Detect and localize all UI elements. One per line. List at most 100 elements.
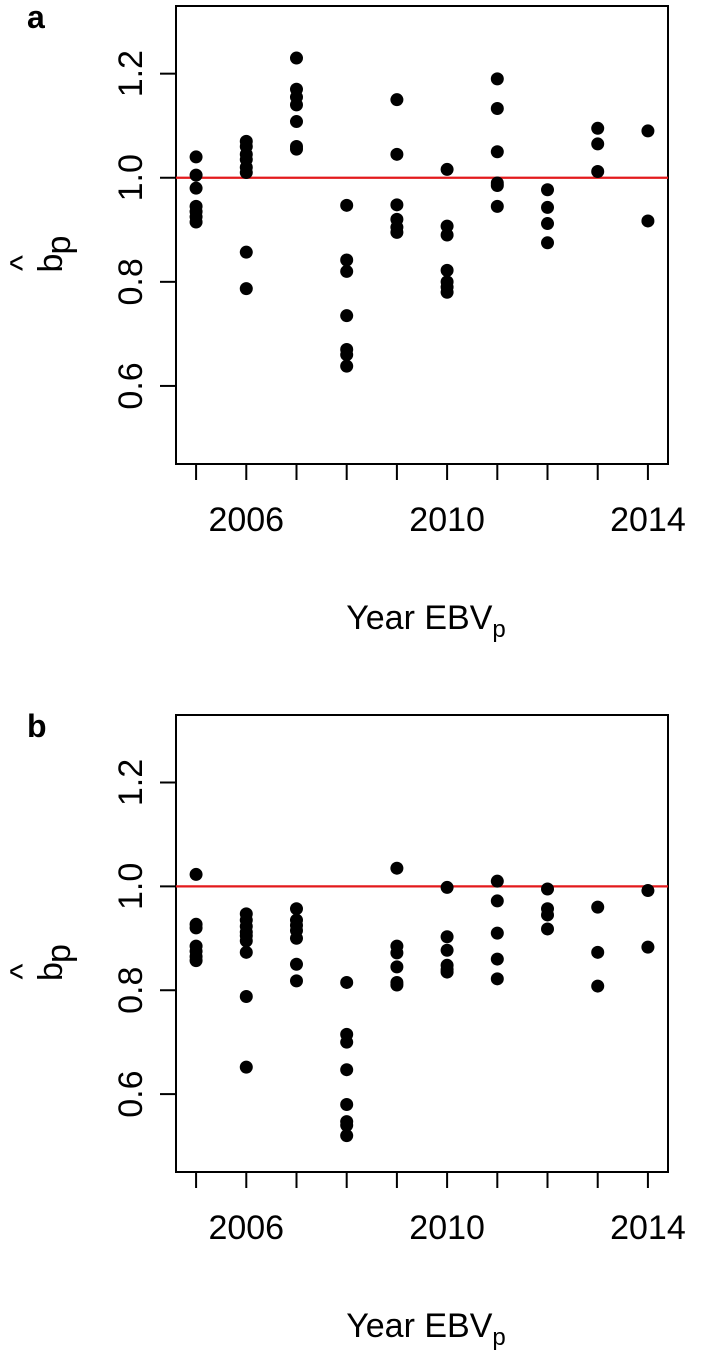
y-tick-label: 0.6 (112, 1070, 150, 1117)
data-point (641, 214, 655, 228)
y-tick-label: 1.0 (112, 863, 150, 910)
data-point (340, 1118, 354, 1132)
y-axis-label: b^p (4, 944, 78, 981)
x-tick-label: 2014 (610, 1209, 686, 1247)
data-point (189, 181, 203, 195)
data-point (440, 880, 454, 894)
data-point (340, 253, 354, 267)
data-point (440, 263, 454, 277)
data-point (390, 198, 404, 212)
data-point (340, 1129, 354, 1143)
data-point (289, 931, 303, 945)
data-point (591, 945, 605, 959)
plot-frame (175, 5, 669, 465)
data-point (440, 162, 454, 176)
x-axis-label-subscript: p (492, 616, 505, 643)
data-point (440, 228, 454, 242)
data-point (340, 264, 354, 278)
data-point (189, 921, 203, 935)
data-point (390, 861, 404, 875)
plot-frame (175, 714, 669, 1173)
data-point (490, 199, 504, 213)
x-tick-label: 2010 (409, 1209, 485, 1247)
data-point (239, 166, 253, 180)
data-point (490, 926, 504, 940)
y-tick-label: 0.8 (112, 258, 150, 305)
data-point (239, 945, 253, 959)
data-point (641, 940, 655, 954)
data-point (541, 922, 555, 936)
data-point (189, 954, 203, 968)
data-point (591, 137, 605, 151)
data-point (239, 989, 253, 1003)
y-tick-label: 0.8 (112, 967, 150, 1014)
data-point (239, 1060, 253, 1074)
data-point (340, 1097, 354, 1111)
data-point (591, 165, 605, 179)
data-point (239, 245, 253, 259)
data-point (541, 217, 555, 231)
data-point (189, 150, 203, 164)
data-point (289, 115, 303, 129)
y-axis-label-text: b (32, 962, 70, 981)
data-point (440, 965, 454, 979)
y-tick-label: 0.6 (112, 362, 150, 409)
panel-letter-a: a (27, 0, 45, 35)
data-point (490, 72, 504, 86)
data-point (490, 972, 504, 986)
y-tick-label: 1.2 (112, 759, 150, 806)
data-point (289, 974, 303, 988)
y-axis-label-text: b (32, 254, 70, 273)
data-point (440, 930, 454, 944)
data-point (289, 98, 303, 112)
data-point (289, 902, 303, 916)
data-point (390, 978, 404, 992)
x-tick-label: 2010 (409, 501, 485, 539)
data-point (289, 142, 303, 156)
data-point (440, 943, 454, 957)
y-tick-label: 1.0 (112, 154, 150, 201)
data-point (541, 908, 555, 922)
x-axis-label-subscript: p (492, 1324, 505, 1351)
data-point (390, 225, 404, 239)
data-point (641, 884, 655, 898)
y-axis-label-subscript: p (40, 944, 78, 963)
data-point (340, 359, 354, 373)
data-point (189, 215, 203, 229)
data-point (541, 200, 555, 214)
data-point (189, 168, 203, 182)
data-point (340, 309, 354, 323)
data-point (641, 124, 655, 138)
data-point (390, 147, 404, 161)
data-point (340, 1035, 354, 1049)
data-point (490, 102, 504, 116)
data-point (591, 900, 605, 914)
data-point (390, 960, 404, 974)
data-point (340, 975, 354, 989)
data-point (340, 198, 354, 212)
data-point (490, 874, 504, 888)
data-point (289, 51, 303, 65)
x-axis-label: Year EBVp (346, 1307, 506, 1351)
data-point (490, 179, 504, 193)
x-tick-label: 2014 (610, 501, 686, 539)
data-point (591, 979, 605, 993)
data-point (541, 183, 555, 197)
data-point (390, 93, 404, 107)
data-point (390, 946, 404, 960)
y-axis-label-hat: ^ (4, 963, 42, 979)
y-axis-label: b^p (4, 236, 78, 273)
data-point (490, 952, 504, 966)
panel-letter-b: b (27, 708, 47, 744)
x-tick-label: 2006 (208, 501, 284, 539)
data-point (189, 867, 203, 881)
data-point (591, 121, 605, 135)
y-axis-label-subscript: p (40, 236, 78, 255)
data-point (289, 957, 303, 971)
data-point (340, 1063, 354, 1077)
x-tick-label: 2006 (208, 1209, 284, 1247)
